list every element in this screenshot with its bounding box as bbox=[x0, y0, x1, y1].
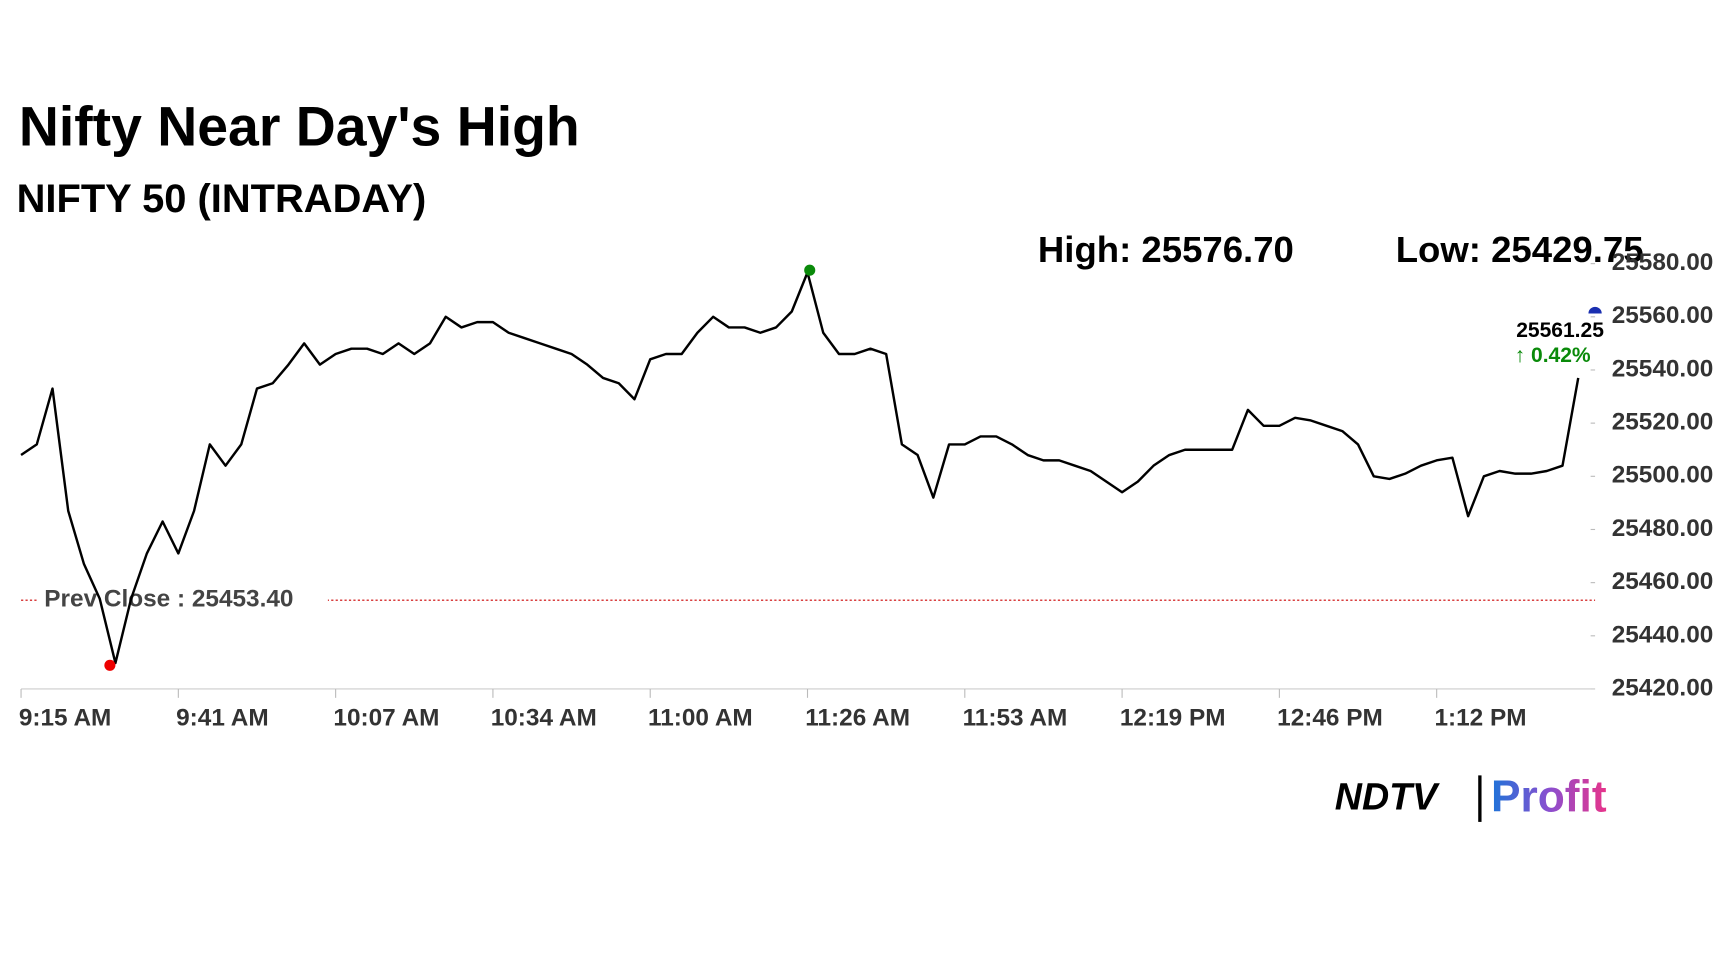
chart-subtitle: NIFTY 50 (INTRADAY) bbox=[17, 177, 427, 221]
x-tick-label: 9:15 AM bbox=[19, 704, 112, 731]
y-tick-label: 25480.00 bbox=[1612, 515, 1714, 542]
x-tick-label: 11:00 AM bbox=[648, 704, 753, 731]
y-tick-label: 25500.00 bbox=[1612, 462, 1714, 489]
y-tick-label: 25460.00 bbox=[1612, 568, 1714, 595]
chart-title: Nifty Near Day's High bbox=[19, 95, 580, 157]
logo-profit: Profit bbox=[1491, 772, 1607, 821]
change-label: ↑ 0.42% bbox=[1515, 344, 1591, 367]
y-tick-label: 25540.00 bbox=[1612, 355, 1714, 382]
x-tick-label: 11:26 AM bbox=[805, 704, 910, 731]
x-tick-label: 11:53 AM bbox=[963, 704, 1068, 731]
y-tick-label: 25520.00 bbox=[1612, 409, 1714, 436]
last-marker bbox=[1588, 306, 1602, 314]
x-tick-label: 12:46 PM bbox=[1277, 704, 1383, 731]
high-marker bbox=[804, 264, 816, 276]
y-tick-label: 25420.00 bbox=[1612, 674, 1714, 701]
y-tick-label: 25580.00 bbox=[1612, 249, 1714, 276]
x-tick-label: 10:07 AM bbox=[333, 704, 439, 731]
x-tick-label: 10:34 AM bbox=[491, 704, 597, 731]
logo-ndtv: NDTV bbox=[1335, 776, 1440, 818]
y-tick-label: 25560.00 bbox=[1612, 302, 1714, 329]
high-label: High: 25576.70 bbox=[1038, 229, 1294, 270]
low-marker bbox=[104, 659, 116, 671]
y-tick-label: 25440.00 bbox=[1612, 621, 1714, 648]
prev-close-bg bbox=[37, 584, 328, 616]
last-label: 25561.25 bbox=[1516, 319, 1604, 342]
price-line bbox=[20, 271, 1580, 665]
low-label: Low: 25429.75 bbox=[1396, 229, 1644, 270]
x-tick-label: 12:19 PM bbox=[1120, 704, 1226, 731]
prev-close-label: Prev Close : 25453.40 bbox=[44, 586, 293, 613]
x-tick-label: 9:41 AM bbox=[176, 704, 269, 731]
x-tick-label: 1:12 PM bbox=[1434, 704, 1526, 731]
